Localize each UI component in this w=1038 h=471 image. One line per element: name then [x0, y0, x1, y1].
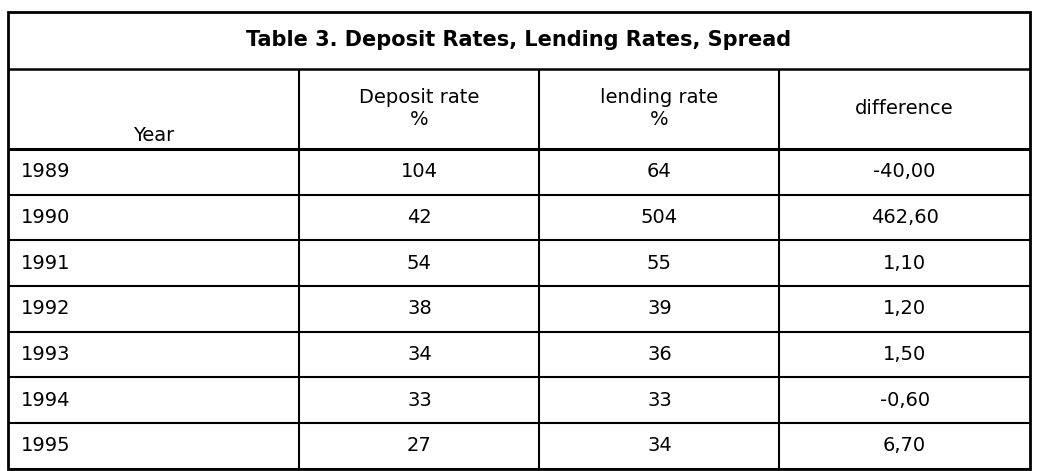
- Text: lending rate
%: lending rate %: [600, 89, 718, 130]
- Text: 1993: 1993: [21, 345, 70, 364]
- Text: 34: 34: [407, 345, 432, 364]
- Text: Year: Year: [133, 126, 174, 145]
- Text: 104: 104: [401, 162, 438, 181]
- Text: -0,60: -0,60: [879, 390, 930, 410]
- Text: Table 3. Deposit Rates, Lending Rates, Spread: Table 3. Deposit Rates, Lending Rates, S…: [246, 30, 792, 50]
- Text: 1,10: 1,10: [883, 253, 926, 273]
- Text: 64: 64: [647, 162, 672, 181]
- Text: 54: 54: [407, 253, 432, 273]
- Text: 27: 27: [407, 436, 432, 455]
- Text: -40,00: -40,00: [873, 162, 936, 181]
- Text: 34: 34: [647, 436, 672, 455]
- Text: 1990: 1990: [21, 208, 70, 227]
- Text: 1994: 1994: [21, 390, 70, 410]
- Text: 1995: 1995: [21, 436, 71, 455]
- Text: 55: 55: [647, 253, 672, 273]
- Text: 1,20: 1,20: [883, 299, 926, 318]
- Text: 1992: 1992: [21, 299, 70, 318]
- Text: 6,70: 6,70: [883, 436, 926, 455]
- Text: 42: 42: [407, 208, 432, 227]
- Text: 1,50: 1,50: [883, 345, 926, 364]
- Text: Deposit rate
%: Deposit rate %: [359, 89, 480, 130]
- Text: 1989: 1989: [21, 162, 70, 181]
- Text: 504: 504: [640, 208, 678, 227]
- Text: 39: 39: [647, 299, 672, 318]
- Text: 33: 33: [647, 390, 672, 410]
- Text: 1991: 1991: [21, 253, 70, 273]
- Text: 36: 36: [647, 345, 672, 364]
- Text: 33: 33: [407, 390, 432, 410]
- Text: 38: 38: [407, 299, 432, 318]
- Text: 462,60: 462,60: [871, 208, 938, 227]
- Text: difference: difference: [855, 99, 954, 118]
